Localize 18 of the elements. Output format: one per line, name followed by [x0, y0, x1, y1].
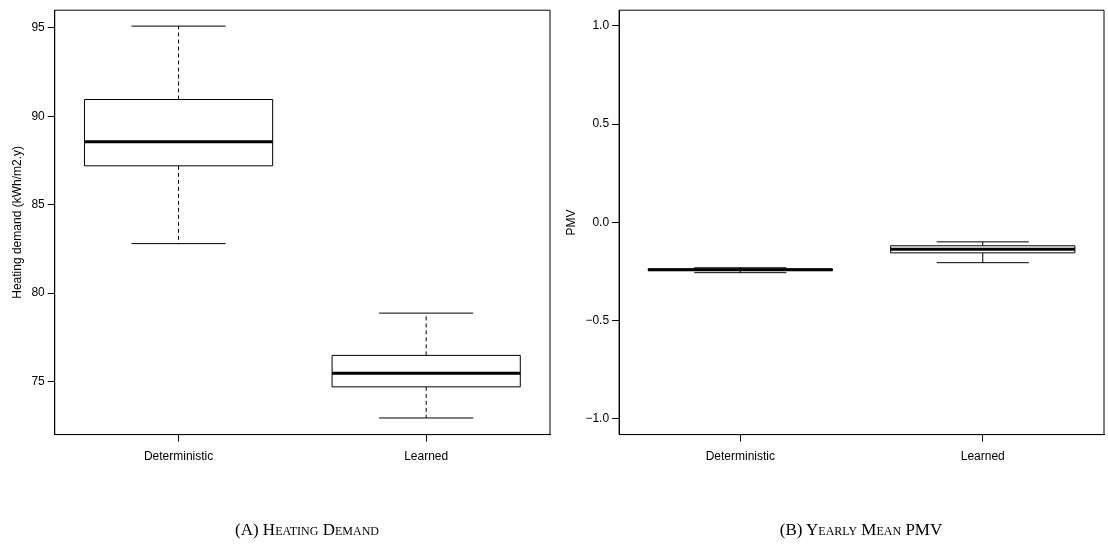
y-tick-label: −0.5: [585, 312, 610, 327]
y-tick-label: 90: [31, 108, 46, 123]
x-tick-label: Learned: [404, 449, 449, 464]
x-tick-label: Learned: [960, 449, 1005, 464]
text: (B) Yearly Mean PMV: [778, 520, 944, 540]
y-tick-label: 0.5: [592, 116, 610, 131]
y-tick-label: 80: [31, 285, 46, 300]
x-tick-label: Deterministic: [143, 449, 214, 464]
y-axis-title: Heating demand (kWh/m2.y): [9, 146, 24, 299]
text: (A) Heating Demand: [234, 520, 380, 540]
y-tick-label: 85: [31, 197, 46, 212]
y-tick-label: 95: [31, 20, 46, 35]
y-tick-label: 1.0: [592, 18, 610, 33]
y-tick-label: 0.0: [592, 214, 610, 229]
y-axis-title: PMV: [563, 209, 578, 236]
x-tick-label: Deterministic: [705, 449, 775, 464]
y-tick-label: 75: [31, 373, 46, 388]
y-tick-label: −1.0: [585, 411, 610, 426]
